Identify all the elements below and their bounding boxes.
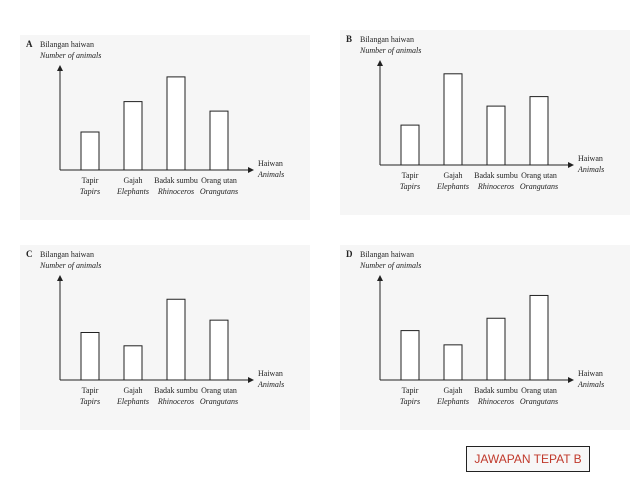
bar (486, 105, 506, 166)
bar (443, 73, 463, 166)
y-axis-label: Bilangan haiwan (360, 35, 414, 44)
bar (123, 101, 143, 171)
x-axis-label-en: Animals (257, 170, 284, 179)
x-axis-label-en: Animals (577, 165, 604, 174)
x-tick-label-en: Tapirs (80, 187, 100, 196)
x-tick-label-en: Orangutans (520, 182, 558, 191)
x-tick-label: Badak sumbu (154, 176, 198, 185)
x-tick-label: Orang utan (521, 171, 557, 180)
panel-letter: A (26, 39, 33, 49)
bar (400, 330, 420, 381)
x-tick-label: Tapir (402, 171, 419, 180)
bar (529, 294, 549, 381)
panel-letter: B (346, 34, 352, 44)
x-axis-label-en: Animals (577, 380, 604, 389)
chart-panel: D Bilangan haiwan Number of animals Haiwan A… (340, 245, 630, 430)
x-axis-label-en: Animals (257, 380, 284, 389)
x-tick-label: Badak sumbu (474, 386, 518, 395)
x-tick-label-en: Orangutans (520, 397, 558, 406)
y-axis-label: Bilangan haiwan (40, 250, 94, 259)
panel-letter: D (346, 249, 353, 259)
x-tick-label: Orang utan (201, 386, 237, 395)
bar (209, 319, 229, 381)
y-axis-label: Bilangan haiwan (360, 250, 414, 259)
panel-background (340, 30, 630, 215)
x-axis-label: Haiwan (258, 159, 283, 168)
answer-box: JAWAPAN TEPAT B (466, 446, 590, 472)
chart-panel: B Bilangan haiwan Number of animals Haiwan A… (340, 30, 630, 215)
x-axis-label: Haiwan (578, 154, 603, 163)
x-axis-arrow (568, 162, 574, 168)
x-tick-label-en: Elephants (436, 182, 469, 191)
panel-background (340, 245, 630, 430)
x-tick-label: Gajah (443, 171, 462, 180)
y-axis-label-en: Number of animals (39, 51, 101, 60)
x-axis-label: Haiwan (258, 369, 283, 378)
x-tick-label-en: Rhinoceros (477, 182, 514, 191)
x-tick-label-en: Orangutans (200, 397, 238, 406)
x-tick-label: Orang utan (201, 176, 237, 185)
x-tick-label-en: Orangutans (200, 187, 238, 196)
panel-background (20, 245, 310, 430)
chart-panel: A Bilangan haiwan Number of animals Haiwan A… (20, 35, 310, 220)
x-tick-label-en: Elephants (436, 397, 469, 406)
x-tick-label: Badak sumbu (474, 171, 518, 180)
bar (80, 131, 100, 171)
x-tick-label-en: Elephants (116, 397, 149, 406)
y-axis-arrow (377, 60, 383, 66)
x-tick-label: Tapir (82, 386, 99, 395)
y-axis-arrow (57, 275, 63, 281)
y-axis-label-en: Number of animals (359, 46, 421, 55)
y-axis-label-en: Number of animals (359, 261, 421, 270)
y-axis-label-en: Number of animals (39, 261, 101, 270)
x-tick-label-en: Tapirs (400, 397, 420, 406)
bar (166, 76, 186, 171)
x-tick-label-en: Tapirs (80, 397, 100, 406)
bar (529, 96, 549, 166)
x-tick-label: Tapir (402, 386, 419, 395)
x-tick-label: Gajah (123, 386, 142, 395)
y-axis-arrow (377, 275, 383, 281)
x-axis-arrow (248, 377, 254, 383)
bar (486, 317, 506, 381)
bar (400, 124, 420, 166)
x-tick-label: Gajah (123, 176, 142, 185)
x-tick-label-en: Rhinoceros (477, 397, 514, 406)
x-axis-arrow (568, 377, 574, 383)
x-tick-label-en: Elephants (116, 187, 149, 196)
chart-panel: C Bilangan haiwan Number of animals Haiwan A… (20, 245, 310, 430)
x-tick-label-en: Tapirs (400, 182, 420, 191)
bar (166, 298, 186, 381)
x-tick-label-en: Rhinoceros (157, 187, 194, 196)
x-tick-label: Orang utan (521, 386, 557, 395)
y-axis-arrow (57, 65, 63, 71)
bar (80, 332, 100, 381)
x-axis-label: Haiwan (578, 369, 603, 378)
bar (209, 110, 229, 171)
x-tick-label-en: Rhinoceros (157, 397, 194, 406)
x-axis-arrow (248, 167, 254, 173)
panel-letter: C (26, 249, 33, 259)
x-tick-label: Tapir (82, 176, 99, 185)
y-axis-label: Bilangan haiwan (40, 40, 94, 49)
panel-background (20, 35, 310, 220)
bar (123, 345, 143, 381)
x-tick-label: Badak sumbu (154, 386, 198, 395)
bar (443, 344, 463, 381)
x-tick-label: Gajah (443, 386, 462, 395)
